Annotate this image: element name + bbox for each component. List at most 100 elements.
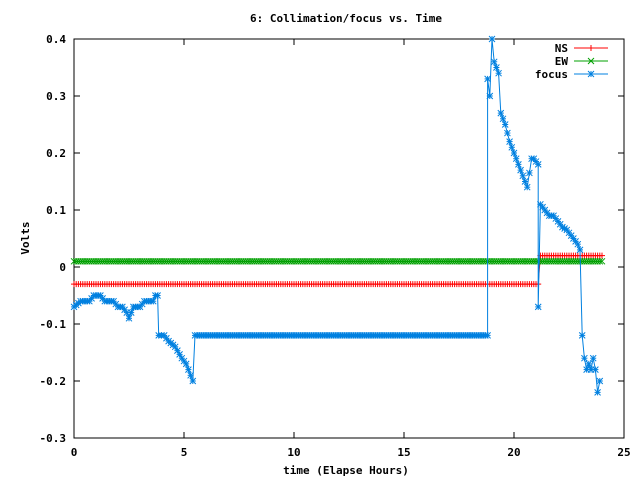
data-point (506, 138, 513, 145)
data-point (127, 309, 135, 316)
data-point (490, 58, 498, 66)
data-point (534, 161, 542, 168)
x-axis-label: time (Elapse Hours) (283, 464, 409, 477)
data-point-marker (592, 366, 599, 373)
data-point (189, 377, 197, 385)
data-point (526, 169, 533, 177)
data-point (149, 297, 157, 305)
data-point (534, 303, 542, 311)
data-point (499, 115, 507, 123)
legend-entry: focus (535, 68, 608, 81)
data-point-marker (488, 35, 496, 43)
data-point-marker (561, 225, 568, 232)
y-tick-label: 0.4 (46, 33, 66, 46)
data-point-marker (517, 166, 524, 174)
data-point (125, 314, 133, 322)
data-point-marker (576, 246, 584, 254)
x-tick-label: 15 (397, 446, 410, 459)
data-point-marker (127, 309, 135, 316)
data-point (495, 69, 502, 77)
series-layer (70, 35, 606, 396)
data-point-marker (497, 109, 505, 117)
data-point-marker (174, 347, 181, 354)
data-point (519, 172, 527, 180)
data-point-marker (594, 389, 601, 396)
data-point (596, 257, 604, 265)
data-point (592, 366, 599, 373)
x-tick-label: 5 (181, 446, 188, 459)
data-point (488, 35, 496, 43)
data-point (484, 332, 491, 339)
data-point (484, 75, 491, 83)
data-point-marker (484, 75, 491, 83)
series-ns (71, 252, 605, 288)
data-point-marker (501, 121, 509, 128)
data-point (515, 161, 522, 168)
data-point-marker (578, 332, 586, 339)
data-point (581, 354, 588, 362)
data-point (578, 332, 586, 339)
data-point (585, 360, 593, 368)
data-point-marker (596, 377, 604, 385)
data-point (493, 64, 500, 71)
data-point-marker (182, 360, 190, 368)
data-point-marker (559, 223, 566, 231)
data-point-marker (506, 138, 513, 145)
data-point-marker (510, 149, 518, 157)
data-point-marker (499, 115, 507, 123)
y-axis: -0.3 -0.2 -0.1 0 0.1 0.2 0.3 0.4 (40, 33, 624, 445)
data-point (154, 292, 161, 299)
series-ew (70, 257, 606, 265)
data-point-marker (171, 343, 179, 351)
legend-entry: NS (555, 42, 608, 55)
data-point-marker (154, 292, 161, 299)
data-point (594, 389, 601, 396)
data-point (587, 70, 595, 78)
legend-label: NS (555, 42, 568, 55)
data-point (576, 246, 584, 254)
plot-area-frame (73, 38, 625, 439)
data-point-marker (149, 297, 157, 305)
data-point-marker (587, 70, 595, 78)
data-point (174, 347, 181, 354)
data-point-marker (521, 178, 529, 185)
data-point-marker (504, 129, 511, 137)
data-point (589, 354, 597, 362)
data-point-marker (185, 366, 192, 373)
data-point (574, 240, 582, 248)
data-point-marker (187, 371, 194, 379)
data-point (512, 155, 520, 163)
data-point (521, 178, 529, 185)
y-tick-label: 0 (59, 261, 66, 274)
data-point (587, 57, 595, 65)
data-point-marker (519, 172, 527, 180)
data-point-marker (125, 314, 133, 322)
data-point-marker (490, 58, 498, 66)
data-point (517, 166, 524, 174)
y-tick-label: -0.2 (40, 375, 67, 388)
data-point-marker (534, 161, 542, 168)
data-point-marker (574, 240, 582, 248)
data-point-marker (495, 69, 502, 77)
data-point (596, 377, 604, 385)
x-tick-label: 20 (507, 446, 520, 459)
data-point (598, 257, 606, 265)
y-tick-label: -0.1 (40, 318, 67, 331)
x-tick-label: 0 (71, 446, 78, 459)
data-point (497, 109, 505, 117)
data-point-marker (598, 257, 606, 265)
series-line (74, 255, 602, 285)
y-tick-label: 0.1 (46, 204, 66, 217)
data-point (182, 360, 190, 368)
data-point-marker (523, 183, 531, 191)
data-point (523, 183, 531, 191)
x-tick-label: 10 (287, 446, 300, 459)
data-point-marker (587, 57, 595, 65)
legend-entry: EW (555, 55, 608, 68)
data-point (501, 121, 509, 128)
data-point-marker (486, 92, 494, 100)
data-point (504, 129, 511, 137)
data-point (599, 252, 605, 259)
